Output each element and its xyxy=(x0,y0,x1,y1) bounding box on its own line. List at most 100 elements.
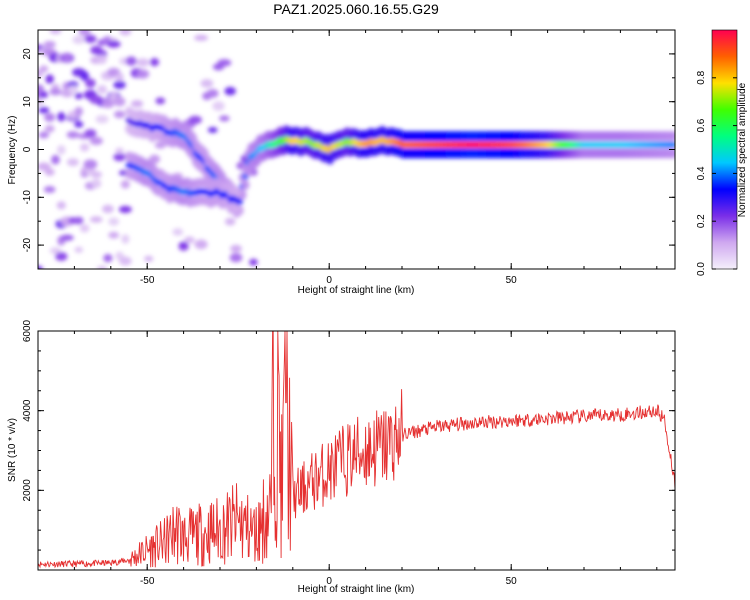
colorbar-bar xyxy=(711,29,738,270)
spectrogram-noise-cell xyxy=(79,143,90,152)
colorbar-tick-label: 0.6 xyxy=(696,118,707,132)
spectrogram-noise-cell xyxy=(249,258,258,266)
spectrogram-noise-cell xyxy=(113,153,126,162)
spectrogram-noise-cell xyxy=(74,92,83,100)
spectrogram-noise-cell xyxy=(155,97,166,105)
snr-frame xyxy=(37,330,676,571)
spectrogram-noise-cell xyxy=(85,78,96,88)
spectrogram-noise-cell xyxy=(194,239,208,250)
spectrogram-noise-cell xyxy=(184,236,195,244)
spectrogram-noise-cell xyxy=(144,255,154,262)
spectrogram-noise-cell xyxy=(90,171,103,179)
spectrogram-noise-cell xyxy=(68,85,78,94)
snr-ylabel: SNR (10 * v/v) xyxy=(7,418,18,482)
spectrogram-noise-cell xyxy=(113,110,126,119)
spectrogram-noise-cell xyxy=(224,86,236,96)
spectrogram-noise-cell xyxy=(224,217,236,226)
spectrogram-xlabel: Height of straight line (km) xyxy=(298,285,415,296)
spectrogram-noise-cell xyxy=(172,228,184,236)
spectrogram-noise-cell xyxy=(136,69,150,79)
spectrogram-noise-cell xyxy=(188,115,202,125)
spectrogram-noise-cell xyxy=(125,56,137,66)
spectrogram-noise-cell xyxy=(38,84,45,93)
spectrogram-noise-cell xyxy=(49,30,62,35)
spectrogram-ylabel: Frequency (Hz) xyxy=(7,116,18,185)
spectrogram-noise-cell xyxy=(56,201,66,210)
spectrogram-noise-cell xyxy=(56,145,66,155)
spectrogram-noise-cell xyxy=(66,131,80,139)
spectrogram-noise-cell xyxy=(78,30,91,36)
spectrogram-noise-cell xyxy=(57,111,66,122)
spectrogram-noise-cell xyxy=(121,234,130,244)
y-tick-label: 2000 xyxy=(22,479,33,502)
spectrogram-noise-cell xyxy=(108,217,120,226)
x-tick-label: 50 xyxy=(506,275,518,286)
snr-panel: -50 0 50 2000 4000 6000 Height of straight li… xyxy=(7,319,676,595)
spectrogram-frame xyxy=(37,29,676,270)
spectrogram-noise-cell xyxy=(79,223,90,233)
colorbar-tick-label: 0.4 xyxy=(696,166,707,180)
spectrogram-ridge-cell xyxy=(670,141,675,148)
spectrogram-noise-cell xyxy=(178,241,189,249)
x-tick-label: -50 xyxy=(140,576,155,587)
spectrogram-noise-cell xyxy=(130,100,144,108)
spectrogram-noise-cell xyxy=(108,231,120,239)
spectrogram-noise-cell xyxy=(119,30,132,36)
spectrogram-noise-cell xyxy=(55,252,68,261)
spectrogram-noise-cell xyxy=(113,80,126,90)
snr-series-line xyxy=(38,331,675,569)
snr-xlabel: Height of straight line (km) xyxy=(298,584,415,595)
spectrogram-noise-cell xyxy=(119,256,132,266)
spectrogram-noise-cell xyxy=(101,99,115,109)
spectrogram-noise-cell xyxy=(74,246,84,253)
spectrogram-noise-cell xyxy=(74,106,83,116)
spectrogram-noise-cell xyxy=(62,52,73,62)
spectrogram-noise-cell xyxy=(95,115,109,124)
y-tick-label: -10 xyxy=(22,190,33,205)
spectrogram-noise-cell xyxy=(44,168,55,176)
spectrogram-noise-cell xyxy=(89,136,103,146)
spectrogram-noise-cell xyxy=(83,159,98,170)
spectrogram-panel: -50 0 50 -20 -10 0 10 20 Height of straight lin… xyxy=(7,29,676,296)
colorbar-tick-label: 0.2 xyxy=(696,214,707,228)
spectrogram-noise-cell xyxy=(207,126,218,134)
spectrogram-noise-cell xyxy=(91,178,102,189)
spectrogram-noise-cell xyxy=(118,205,132,214)
spectrogram-noise-cell xyxy=(60,234,74,241)
spectrogram-noise-cell xyxy=(84,129,97,138)
spectrogram-noise-cell xyxy=(217,59,232,67)
spectrogram-noise-cell xyxy=(49,247,62,255)
spectrogram-noise-cell xyxy=(45,74,54,84)
spectrogram-noise-cell xyxy=(103,253,113,263)
colorbar-ticks: 0.0 0.2 0.4 0.6 0.8 xyxy=(696,70,737,276)
spectrogram-cells xyxy=(38,30,675,269)
spectrogram-noise-cell xyxy=(194,34,209,41)
spectrogram-noise-cell xyxy=(39,91,48,99)
spectrogram-branch-cell-halo xyxy=(232,187,241,198)
colorbar-label: Normalized spectral amplitude xyxy=(737,82,748,217)
spectrogram-noise-cell xyxy=(84,34,97,44)
spectrogram-noise-cell xyxy=(212,101,225,112)
spectrogram-noise-cell xyxy=(230,244,242,253)
spectrogram-noise-cell xyxy=(219,115,230,122)
spectrogram-noise-cell xyxy=(120,180,130,189)
spectrogram-noise-cell xyxy=(102,204,114,214)
spectrogram-noise-cell xyxy=(154,141,166,149)
spectrogram-branch-cell xyxy=(233,197,241,204)
spectrogram-noise-cell xyxy=(206,89,219,98)
spectrogram-noise-cell xyxy=(136,58,150,67)
spectrogram-noise-cell xyxy=(97,54,107,65)
spectrogram-branch-cell-halo xyxy=(232,204,241,215)
spectrogram-ridge-cell-halo xyxy=(669,131,675,142)
spectrogram-noise-cell xyxy=(72,35,86,45)
spectrogram-noise-cell xyxy=(149,58,160,67)
spectrogram-noise-cell xyxy=(44,113,56,122)
spectrogram-noise-cell xyxy=(39,65,49,73)
spectrogram-noise-cell xyxy=(44,124,55,133)
spectrogram-noise-cell xyxy=(43,186,56,193)
spectrogram-noise-cell xyxy=(74,121,84,128)
spectrogram-noise-cell xyxy=(106,40,121,48)
spectrogram-noise-cell xyxy=(51,154,60,165)
y-tick-label: -20 xyxy=(22,237,33,252)
x-tick-label: 50 xyxy=(506,576,518,587)
